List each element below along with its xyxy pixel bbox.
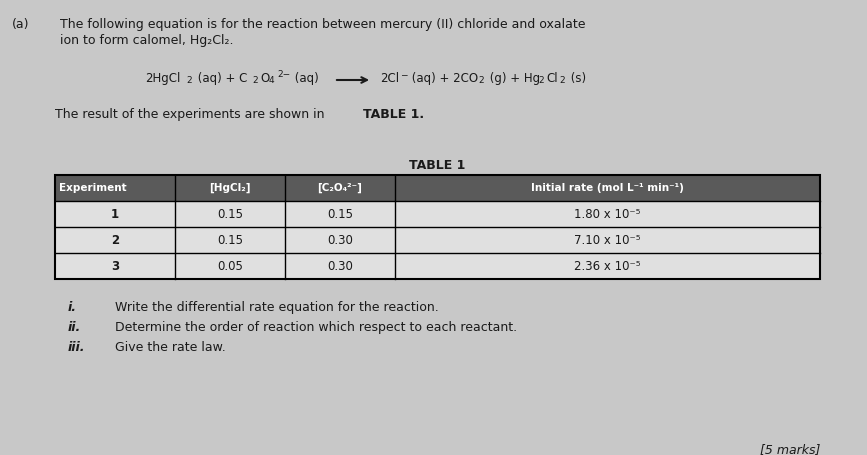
Text: 0.05: 0.05 — [217, 259, 243, 273]
Text: 1.80 x 10⁻⁵: 1.80 x 10⁻⁵ — [574, 207, 641, 221]
Text: iii.: iii. — [68, 341, 86, 354]
Text: 2: 2 — [559, 76, 564, 85]
Text: 7.10 x 10⁻⁵: 7.10 x 10⁻⁵ — [574, 233, 641, 247]
Text: 0.30: 0.30 — [327, 233, 353, 247]
Text: 2: 2 — [252, 76, 257, 85]
Text: 2Cl: 2Cl — [380, 72, 399, 85]
Text: 2: 2 — [538, 76, 544, 85]
Text: i.: i. — [68, 301, 77, 314]
Text: 2: 2 — [111, 233, 119, 247]
Bar — [55, 201, 820, 227]
Text: TABLE 1: TABLE 1 — [409, 159, 466, 172]
Text: Write the differential rate equation for the reaction.: Write the differential rate equation for… — [115, 301, 439, 314]
Text: 2.36 x 10⁻⁵: 2.36 x 10⁻⁵ — [574, 259, 641, 273]
Text: 0.30: 0.30 — [327, 259, 353, 273]
Text: 0.15: 0.15 — [217, 233, 243, 247]
Text: The following equation is for the reaction between mercury (II) chloride and oxa: The following equation is for the reacti… — [60, 18, 585, 31]
Bar — [55, 253, 820, 279]
Text: Initial rate (mol L⁻¹ min⁻¹): Initial rate (mol L⁻¹ min⁻¹) — [531, 183, 684, 193]
Text: (a): (a) — [12, 18, 29, 31]
Bar — [55, 175, 820, 279]
Text: (s): (s) — [567, 72, 586, 85]
Bar — [55, 227, 820, 253]
Text: ion to form calomel, Hg₂Cl₂.: ion to form calomel, Hg₂Cl₂. — [60, 34, 233, 47]
Text: 2−: 2− — [277, 70, 290, 79]
Text: (aq) + 2CO: (aq) + 2CO — [408, 72, 478, 85]
Text: 1: 1 — [111, 207, 119, 221]
Text: TABLE 1.: TABLE 1. — [363, 108, 424, 121]
Text: ii.: ii. — [68, 321, 81, 334]
Text: Give the rate law.: Give the rate law. — [115, 341, 225, 354]
Text: O: O — [260, 72, 270, 85]
Text: 2: 2 — [186, 76, 192, 85]
Text: Determine the order of reaction which respect to each reactant.: Determine the order of reaction which re… — [115, 321, 517, 334]
Text: [HgCl₂]: [HgCl₂] — [209, 183, 251, 193]
Text: 3: 3 — [111, 259, 119, 273]
Text: Experiment: Experiment — [59, 183, 127, 193]
Text: (aq) + C: (aq) + C — [194, 72, 247, 85]
Bar — [55, 175, 820, 201]
Text: (g) + Hg: (g) + Hg — [486, 72, 540, 85]
Text: 0.15: 0.15 — [327, 207, 353, 221]
Text: 2HgCl: 2HgCl — [145, 72, 180, 85]
Text: [C₂O₄²⁻]: [C₂O₄²⁻] — [317, 183, 362, 193]
Text: 4: 4 — [269, 76, 275, 85]
Text: The result of the experiments are shown in: The result of the experiments are shown … — [55, 108, 329, 121]
Text: 2: 2 — [478, 76, 484, 85]
Text: (aq): (aq) — [291, 72, 319, 85]
Text: −: − — [400, 70, 407, 79]
Text: 0.15: 0.15 — [217, 207, 243, 221]
Text: [5 marks]: [5 marks] — [759, 443, 820, 455]
Text: Cl: Cl — [546, 72, 557, 85]
